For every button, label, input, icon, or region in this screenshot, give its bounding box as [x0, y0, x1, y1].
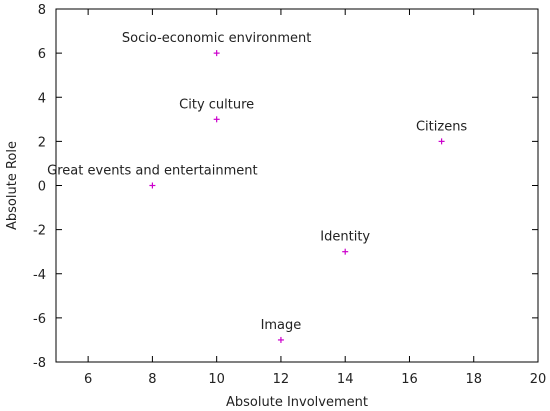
y-tick-label: 6 [38, 47, 46, 62]
data-point-label: Socio-economic environment [122, 31, 312, 46]
x-tick-label: 16 [401, 372, 418, 387]
data-point-label: Identity [320, 230, 370, 245]
data-points [149, 50, 445, 343]
x-tick-label: 8 [148, 372, 156, 387]
data-point [213, 116, 220, 123]
y-tick-label: -8 [33, 356, 46, 371]
x-tick-label: 18 [465, 372, 482, 387]
y-tick-label: -4 [33, 268, 46, 283]
x-tick-label: 12 [273, 372, 290, 387]
y-axis-title: Absolute Role [5, 141, 20, 230]
point-labels: Socio-economic environment City culture Ci… [47, 31, 467, 333]
data-point [277, 336, 284, 343]
data-point [149, 182, 156, 189]
y-tick-label: -6 [33, 312, 46, 327]
x-tick-label: 6 [84, 372, 92, 387]
ticks: 6 8 10 12 14 16 18 20 -8 -6 -4 -2 0 2 4 6 8 [33, 3, 546, 387]
data-point [213, 50, 220, 57]
data-point-label: Citizens [416, 119, 467, 134]
x-axis-title: Absolute Involvement [226, 395, 368, 410]
y-tick-label: 8 [38, 3, 46, 18]
data-point-label: Image [261, 318, 302, 333]
data-point [438, 138, 445, 145]
y-tick-label: 2 [38, 135, 46, 150]
data-point-label: Great events and entertainment [47, 164, 257, 179]
y-tick-label: 0 [38, 180, 46, 195]
y-tick-label: 4 [38, 91, 46, 106]
x-tick-label: 10 [208, 372, 225, 387]
data-point-label: City culture [179, 97, 254, 112]
axes [55, 8, 539, 363]
plot-frame [55, 8, 539, 363]
data-point [342, 248, 349, 255]
y-tick-label: -2 [33, 224, 46, 239]
x-tick-label: 20 [530, 372, 547, 387]
x-tick-label: 14 [337, 372, 354, 387]
